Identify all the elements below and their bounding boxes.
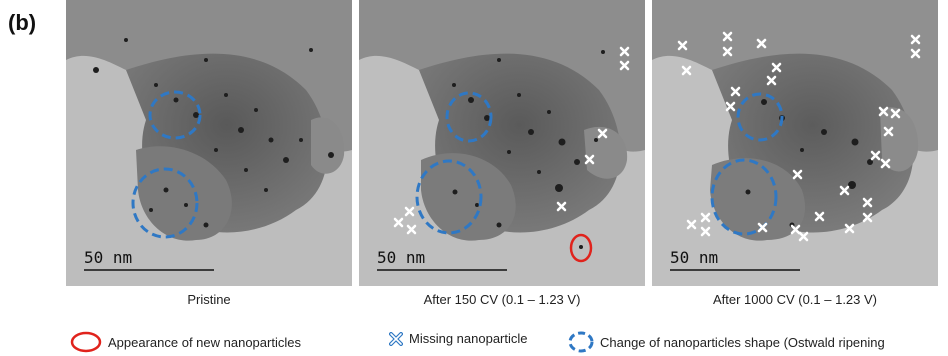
ostwald-ripening-marker — [131, 167, 199, 239]
legend-item-shape-change: Change of nanoparticles shape (Ostwald r… — [568, 331, 885, 353]
scale-bar-label: 50 nm — [377, 248, 426, 267]
legend-label: Change of nanoparticles shape (Ostwald r… — [600, 334, 885, 350]
red-ellipse-icon — [70, 331, 102, 353]
legend-label: Missing nanoparticle — [409, 331, 528, 346]
dashed-ellipse-icon — [568, 331, 594, 353]
figure-panel-label: (b) — [8, 10, 37, 35]
ostwald-ripening-marker — [445, 91, 493, 143]
caption-150cv: After 150 CV (0.1 – 1.23 V) — [423, 292, 581, 307]
ostwald-ripening-marker — [415, 159, 483, 235]
missing-nanoparticle-markers — [677, 31, 921, 242]
new-nanoparticle-marker — [569, 233, 593, 263]
nanoparticles — [452, 50, 605, 228]
ostwald-ripening-marker — [148, 90, 202, 140]
legend-label: Appearance of new nanoparticles — [108, 334, 301, 350]
nanoparticles — [93, 38, 334, 228]
nanoparticles — [745, 99, 873, 228]
missing-nanoparticle-markers — [393, 46, 630, 235]
cross-icon — [389, 331, 403, 346]
caption-1000cv: After 1000 CV (0.1 – 1.23 V) — [712, 292, 878, 307]
scale-bar-label: 50 nm — [84, 248, 133, 267]
tem-image-150cv-drawing — [359, 0, 645, 286]
tem-image-150cv: 50 nm — [359, 0, 645, 286]
caption-pristine: Pristine — [187, 292, 231, 307]
legend: Appearance of new nanoparticles Missing … — [0, 331, 948, 353]
tem-image-1000cv-drawing — [652, 0, 938, 286]
tem-image-1000cv: 50 nm — [652, 0, 938, 286]
tem-image-pristine-drawing — [66, 0, 352, 286]
scale-bar-label: 50 nm — [670, 248, 719, 267]
ostwald-ripening-marker — [736, 92, 784, 142]
legend-item-new-nanoparticles: Appearance of new nanoparticles — [70, 331, 301, 353]
legend-item-missing: Missing nanoparticle — [389, 331, 528, 346]
tem-image-pristine: 50 nm — [66, 0, 352, 286]
ostwald-ripening-marker — [710, 158, 778, 236]
